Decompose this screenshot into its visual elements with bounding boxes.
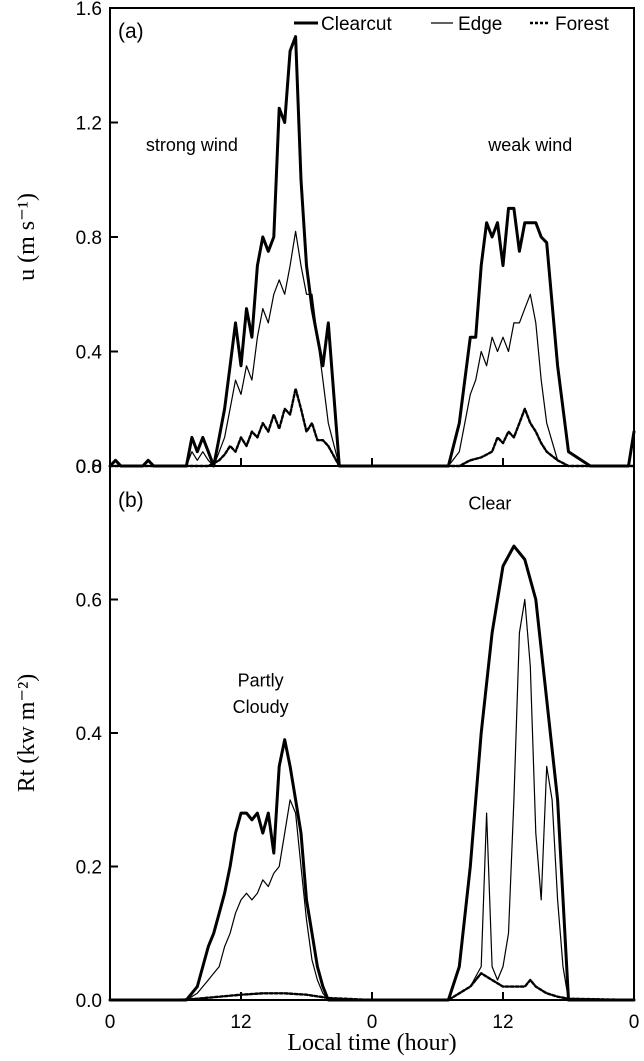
annotation-weak-wind: weak wind [487,135,572,155]
legend: Clearcut Edge Forest [294,14,610,35]
x-tick-label: 0 [629,1012,640,1033]
y-tick-label: 0.6 [76,591,102,612]
y-axis-title: Rt (kw m⁻²) [14,674,40,793]
y-tick-label: 0.4 [76,343,103,364]
panel-b-radiation: 0.0 0.2 0.4 0.6 0.8 0 12 0 12 0 (b) Rt (kw m⁻²) L… [14,457,639,1056]
legend-label-clearcut: Clearcut [321,14,392,35]
series-line-edge [109,598,635,1001]
panel-a-wind-speed: 0.0 0.4 0.8 1.2 1.6 (a) u (m s⁻¹) strong win… [14,0,636,478]
series-line-forest [108,972,636,1002]
y-tick-label: 0.8 [76,228,102,249]
legend-label-edge: Edge [458,14,502,35]
y-tick-label: 0.4 [76,724,103,745]
y-axis-title: u (m s⁻¹) [14,193,40,281]
y-tick-label: 0.0 [76,457,102,478]
x-tick-label: 0 [105,1012,116,1033]
panel-label: (a) [118,20,144,43]
x-axis-title: Local time (hour) [287,1030,456,1056]
annotation-strong-wind: strong wind [146,135,238,155]
y-tick-label: 0.8 [76,457,102,478]
annotation-clear: Clear [468,493,511,513]
y-tick-label: 0.2 [76,858,102,879]
y-tick-label: 1.2 [76,114,102,135]
y-tick-label: 1.6 [76,0,102,20]
series-line-clearcut [108,544,636,1002]
annotation-cloudy: Cloudy [233,697,289,717]
series-line-edge [109,230,635,467]
x-tick-label: 12 [230,1012,251,1033]
panel-label: (b) [118,489,144,512]
x-tick-label: 12 [492,1012,513,1033]
y-tick-label: 0.0 [76,991,102,1012]
series-line-clearcut [108,35,636,468]
annotation-partly: Partly [238,670,284,690]
x-tick-label: 0 [367,1012,378,1033]
legend-label-forest: Forest [555,14,610,35]
